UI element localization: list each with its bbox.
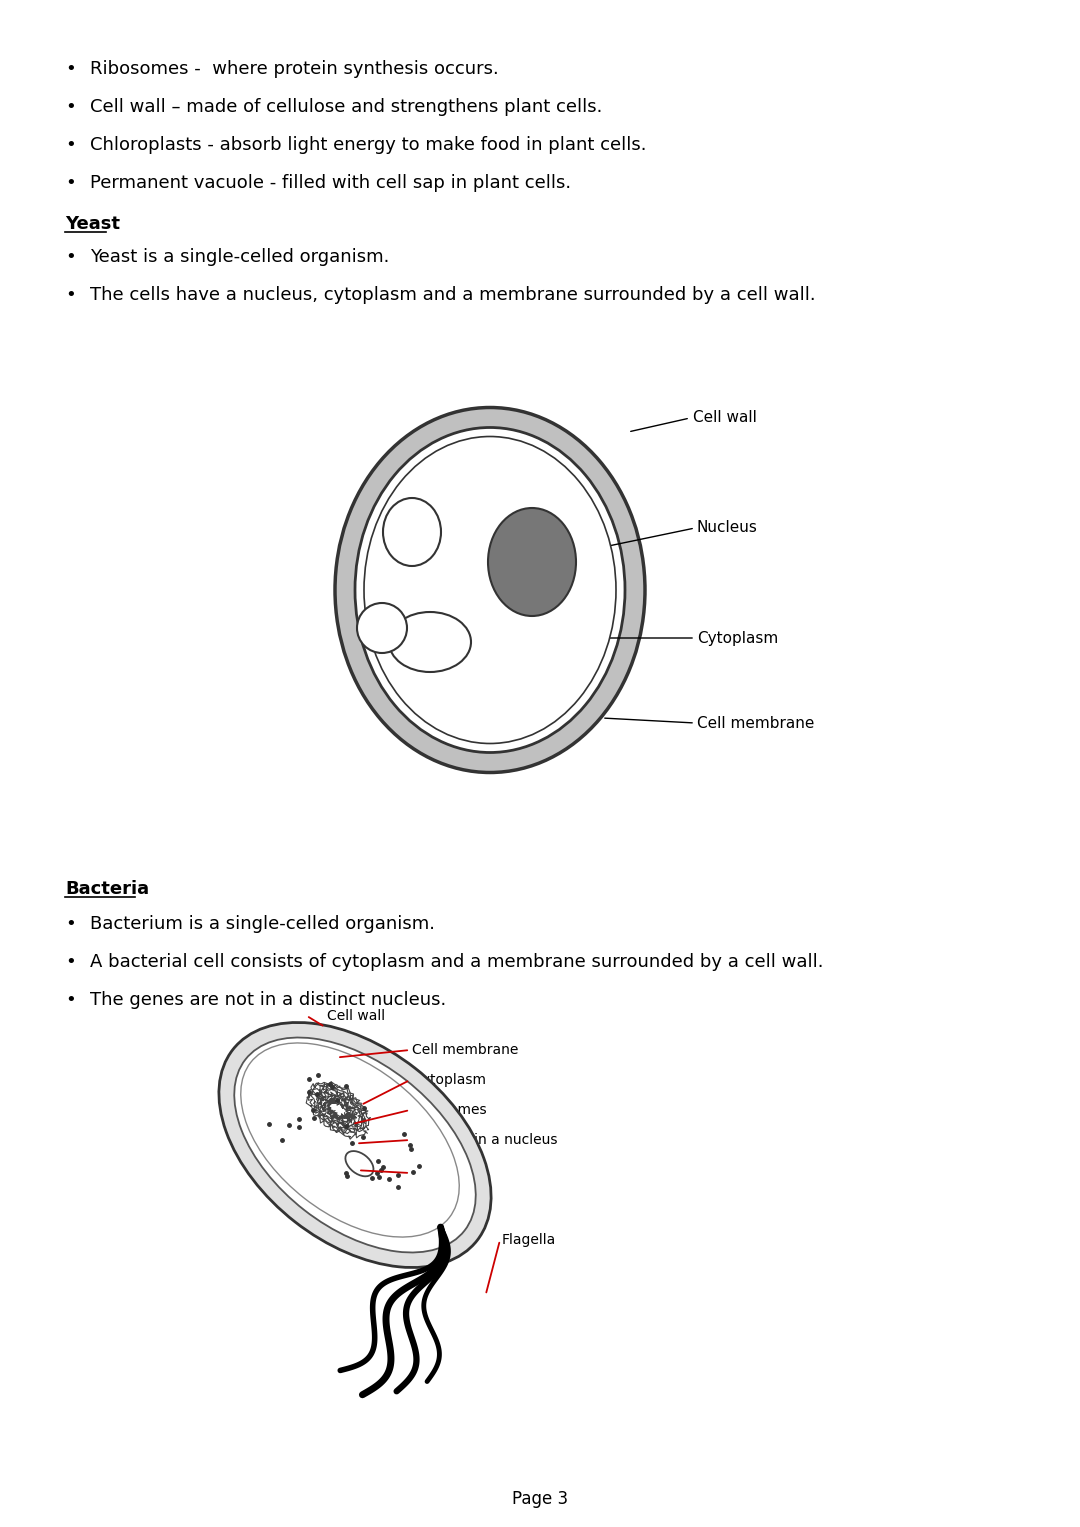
Text: DNA not in a nucleus: DNA not in a nucleus (411, 1133, 557, 1147)
Text: The genes are not in a distinct nucleus.: The genes are not in a distinct nucleus. (90, 991, 446, 1009)
Text: •: • (65, 915, 76, 933)
Text: Cell wall: Cell wall (693, 411, 757, 426)
Text: A bacterial cell consists of cytoplasm and a membrane surrounded by a cell wall.: A bacterial cell consists of cytoplasm a… (90, 953, 824, 971)
Text: •: • (65, 286, 76, 304)
Ellipse shape (364, 437, 616, 744)
Text: Ribosomes: Ribosomes (411, 1102, 488, 1116)
Ellipse shape (488, 508, 576, 615)
Text: Flagella: Flagella (502, 1232, 556, 1248)
Text: The cells have a nucleus, cytoplasm and a membrane surrounded by a cell wall.: The cells have a nucleus, cytoplasm and … (90, 286, 815, 304)
Ellipse shape (389, 612, 471, 672)
Text: •: • (65, 174, 76, 192)
Text: Cell wall: Cell wall (327, 1009, 386, 1023)
Text: Yeast: Yeast (65, 215, 120, 234)
Text: Cell membrane: Cell membrane (411, 1043, 518, 1057)
Text: Plasmid: Plasmid (411, 1167, 467, 1180)
Text: Bacterium is a single-celled organism.: Bacterium is a single-celled organism. (90, 915, 435, 933)
Ellipse shape (335, 408, 645, 773)
Ellipse shape (241, 1043, 459, 1237)
Text: Bacteria: Bacteria (65, 880, 149, 898)
Text: Nucleus: Nucleus (697, 521, 758, 536)
Text: Yeast is a single-celled organism.: Yeast is a single-celled organism. (90, 247, 390, 266)
Ellipse shape (219, 1023, 491, 1267)
Text: Page 3: Page 3 (512, 1490, 568, 1509)
Text: Cell wall – made of cellulose and strengthens plant cells.: Cell wall – made of cellulose and streng… (90, 98, 603, 116)
Text: Cytoplasm: Cytoplasm (697, 631, 779, 646)
Text: •: • (65, 953, 76, 971)
Text: Chloroplasts - absorb light energy to make food in plant cells.: Chloroplasts - absorb light energy to ma… (90, 136, 647, 154)
Text: •: • (65, 98, 76, 116)
Ellipse shape (234, 1037, 475, 1252)
Ellipse shape (383, 498, 441, 567)
Text: •: • (65, 60, 76, 78)
Text: Permanent vacuole - filled with cell sap in plant cells.: Permanent vacuole - filled with cell sap… (90, 174, 571, 192)
Ellipse shape (355, 428, 625, 753)
Text: •: • (65, 136, 76, 154)
Ellipse shape (357, 603, 407, 654)
Text: Ribosomes -  where protein synthesis occurs.: Ribosomes - where protein synthesis occu… (90, 60, 499, 78)
Text: •: • (65, 991, 76, 1009)
Text: •: • (65, 247, 76, 266)
Text: Cell membrane: Cell membrane (697, 716, 814, 730)
Text: Cytoplasm: Cytoplasm (411, 1073, 486, 1087)
